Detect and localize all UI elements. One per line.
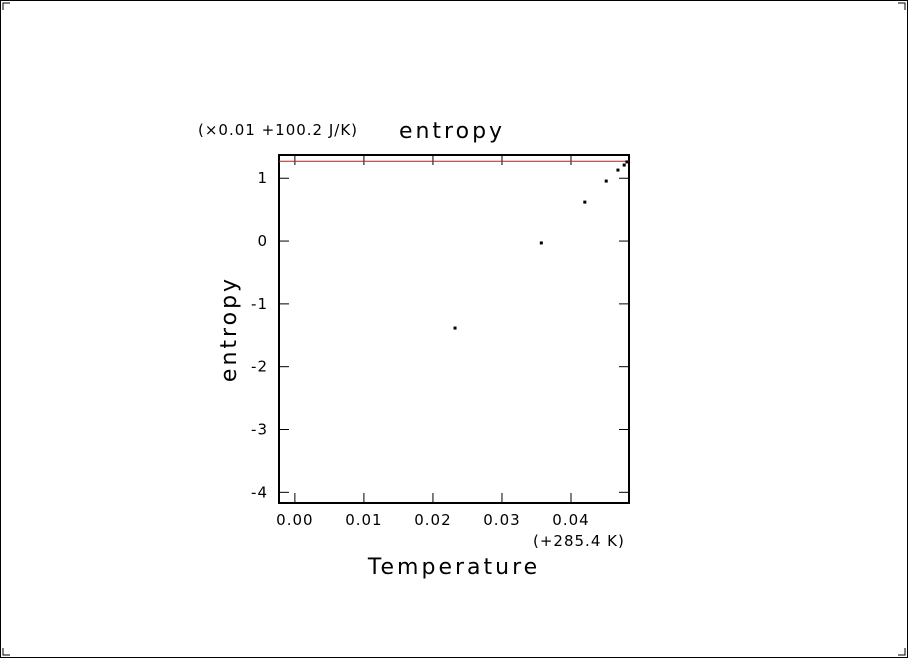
point — [604, 179, 608, 183]
x-tick-label: 0.02 — [414, 511, 451, 529]
y-tick-label: -1 — [251, 295, 268, 313]
y-tick-label: 1 — [257, 169, 268, 187]
x-axis-label: Temperature — [367, 555, 540, 580]
x-offset-label: (+285.4 K) — [533, 532, 625, 550]
chart-title: entropy — [399, 119, 505, 144]
y-tick-label: 0 — [257, 232, 268, 250]
x-tick-label: 0.01 — [345, 511, 382, 529]
point — [453, 326, 457, 330]
plot-frame — [278, 154, 630, 504]
x-tick-label: 0.03 — [483, 511, 520, 529]
y-tick-label: -2 — [251, 358, 268, 376]
point — [625, 160, 629, 164]
y-axis-label: entropy — [217, 276, 242, 382]
y-offset-label: (×0.01 +100.2 J/K) — [198, 121, 358, 139]
y-tick-label: -4 — [251, 483, 268, 501]
point — [622, 163, 626, 167]
point — [616, 168, 620, 172]
y-tick-label: -3 — [251, 421, 268, 439]
point — [539, 241, 543, 245]
x-tick-label: 0.00 — [276, 511, 313, 529]
x-tick-label: 0.04 — [552, 511, 589, 529]
point — [583, 200, 587, 204]
